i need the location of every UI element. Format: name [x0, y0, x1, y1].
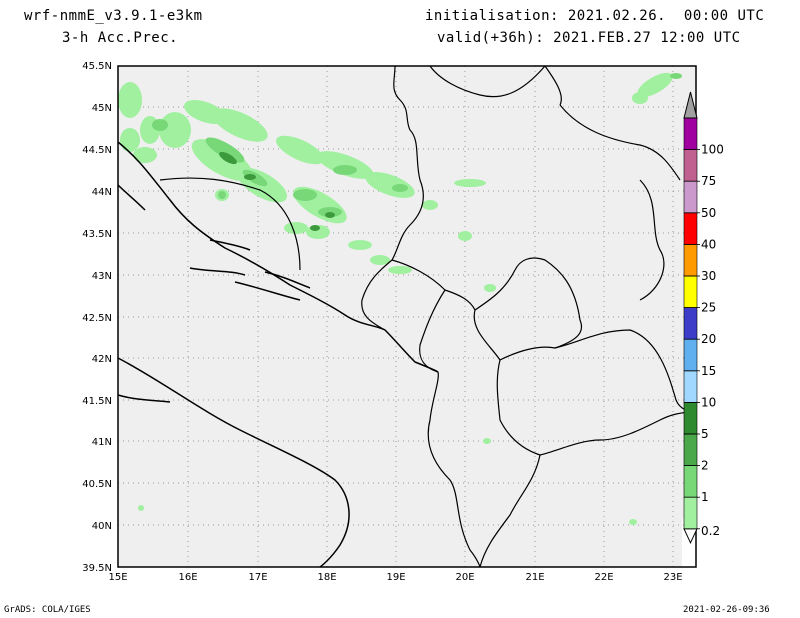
lat-tick: 44N — [92, 187, 112, 198]
colorbar-label: 5 — [701, 427, 709, 441]
credit-text: GrADS: COLA/IGES — [4, 605, 91, 615]
lon-ticks: 15E 16E 17E 18E 19E 20E 21E 22E 23E — [108, 572, 682, 583]
colorbar-label: 25 — [701, 301, 716, 315]
colorbar-segment — [683, 465, 698, 498]
lat-tick: 40.5N — [82, 479, 112, 490]
lat-tick: 42.5N — [82, 313, 112, 324]
colorbar-segment — [683, 149, 698, 182]
colorbar-segment — [683, 244, 698, 277]
lat-tick: 43.5N — [82, 229, 112, 240]
lat-tick: 41N — [92, 437, 112, 448]
colorbar-label: 20 — [701, 332, 716, 346]
lat-tick: 40N — [92, 521, 112, 532]
colorbar-segment — [683, 433, 698, 466]
colorbar-above-arrow — [683, 91, 698, 119]
lat-tick: 45N — [92, 103, 112, 114]
colorbar-label: 75 — [701, 174, 716, 188]
lat-tick: 43N — [92, 271, 112, 282]
country-borders — [159, 65, 697, 568]
lon-tick: 16E — [178, 572, 197, 583]
lat-tick: 44.5N — [82, 145, 112, 156]
lat-tick: 42N — [92, 354, 112, 365]
colorbar-segment — [683, 370, 698, 403]
field-title: 3-h Acc.Prec. — [62, 30, 179, 46]
lon-tick: 22E — [594, 572, 613, 583]
lon-tick: 19E — [386, 572, 405, 583]
colorbar-segment — [683, 275, 698, 308]
colorbar-label: 40 — [701, 237, 716, 251]
colorbar-label: 0.2 — [701, 524, 720, 538]
model-title: wrf-nmmE_v3.9.1-e3km — [24, 8, 203, 24]
lat-ticks: 45.5N 45N 44.5N 44N 43.5N 43N 42.5N 42N … — [82, 61, 112, 574]
valid-time: valid(+36h): 2021.FEB.27 12:00 UTC — [437, 30, 741, 46]
colorbar-segment — [683, 496, 698, 530]
precip-heavy — [219, 151, 335, 231]
lon-tick: 20E — [455, 572, 474, 583]
colorbar-label: 30 — [701, 269, 716, 283]
colorbar-label: 2 — [701, 459, 709, 473]
colorbar-segment — [683, 402, 698, 435]
colorbar-segment — [683, 212, 698, 245]
coastlines — [117, 141, 439, 568]
map-grid — [118, 66, 696, 567]
colorbar-label: 100 — [701, 143, 724, 157]
lat-tick: 39.5N — [82, 563, 112, 574]
timestamp-text: 2021-02-26-09:36 — [683, 605, 770, 615]
colorbar-label: 50 — [701, 206, 716, 220]
lat-tick: 41.5N — [82, 396, 112, 407]
lat-tick: 45.5N — [82, 61, 112, 72]
init-time: initialisation: 2021.02.26. 00:00 UTC — [425, 8, 765, 24]
lon-tick: 17E — [248, 572, 267, 583]
lon-tick: 18E — [317, 572, 336, 583]
colorbar-label: 10 — [701, 395, 716, 409]
colorbar-segment — [683, 307, 698, 340]
lon-tick: 15E — [108, 572, 127, 583]
colorbar-segment — [683, 338, 698, 372]
colorbar-segment — [683, 117, 698, 150]
colorbar-segment — [683, 180, 698, 214]
lon-tick: 21E — [525, 572, 544, 583]
colorbar-label: 1 — [701, 490, 709, 504]
lon-tick: 23E — [663, 572, 682, 583]
colorbar-label: 15 — [701, 364, 716, 378]
